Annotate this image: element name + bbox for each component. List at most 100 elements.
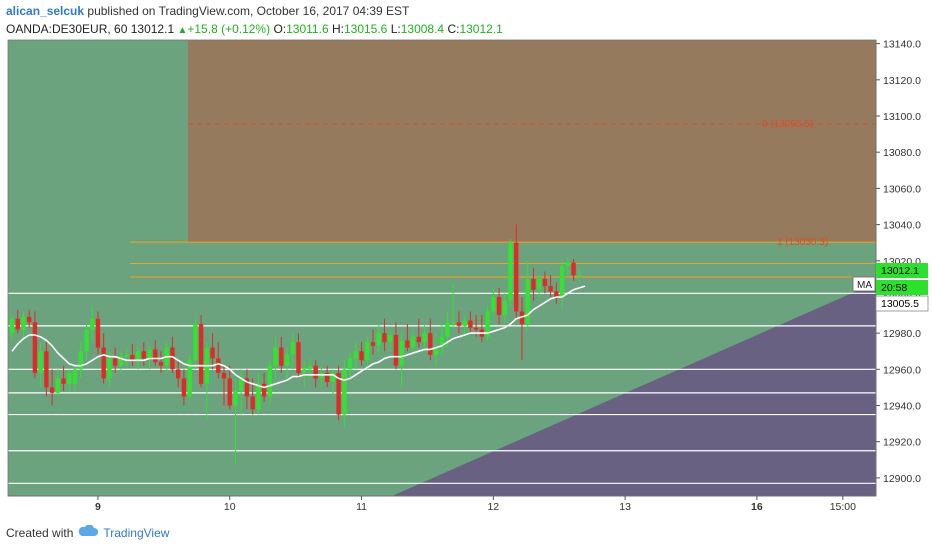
candle-body — [130, 354, 135, 361]
candle-body — [313, 365, 318, 379]
candle-body — [49, 387, 55, 393]
y-tick-label: 12900.0 — [883, 473, 921, 485]
candle-body — [101, 347, 106, 379]
x-tick-label: 11 — [356, 501, 367, 513]
open-value: 13011.6 — [286, 22, 329, 36]
candle-body — [302, 369, 307, 373]
candle-body — [468, 320, 473, 328]
candle-body — [273, 347, 278, 366]
candle-body — [267, 365, 273, 397]
candle-body — [107, 358, 112, 379]
candle-body — [485, 311, 490, 337]
candle-body — [210, 347, 215, 359]
candle-body — [90, 318, 95, 330]
candle-body — [124, 354, 129, 357]
candle-body — [445, 322, 450, 337]
candle-body — [256, 383, 261, 410]
candle-body — [536, 278, 542, 290]
candle-body — [26, 316, 32, 323]
tradingview-brand-link[interactable]: TradingView — [103, 525, 170, 540]
candle-body — [519, 311, 525, 325]
price-label-box — [875, 295, 929, 312]
candle-body — [141, 351, 146, 359]
up-triangle-icon: ▲ — [177, 25, 188, 36]
candle-body — [433, 347, 439, 355]
candle-body — [284, 354, 290, 366]
candle-body — [319, 372, 324, 379]
candle-body — [72, 369, 78, 384]
publish-info: alican_selcuk published on TradingView.c… — [6, 4, 409, 18]
candle-body — [451, 322, 456, 324]
close-value: 13012.1 — [459, 22, 503, 36]
candle-body — [342, 369, 347, 415]
candle-body — [112, 358, 118, 366]
x-tick-label: 13 — [619, 501, 631, 513]
candle-body — [347, 358, 353, 370]
close-label: C: — [447, 22, 460, 36]
price-change: +15.8 (+0.12%) — [187, 22, 271, 36]
price-label: 13005.5 — [881, 298, 919, 310]
candle-body — [175, 369, 181, 379]
candle-body — [502, 300, 507, 316]
candle-body — [44, 351, 49, 388]
candle-body — [38, 351, 43, 373]
high-value: 13015.6 — [343, 22, 388, 36]
y-tick-label: 13140.0 — [883, 39, 921, 51]
y-tick-label: 12960.0 — [883, 364, 921, 376]
x-tick-label: 9 — [95, 501, 101, 513]
candle-body — [399, 340, 404, 366]
candle-body — [370, 342, 376, 346]
candle-body — [244, 378, 250, 397]
candle-body — [456, 322, 462, 326]
candle-body — [61, 378, 66, 384]
author-link[interactable]: alican_selcuk — [6, 4, 85, 18]
candle-body — [233, 391, 238, 406]
candle-body — [118, 356, 124, 366]
candle-body — [496, 296, 502, 316]
candle-body — [170, 347, 175, 370]
candle-body — [491, 296, 496, 312]
candle-body — [15, 318, 20, 330]
candle-body — [439, 336, 444, 348]
candle-body — [405, 340, 410, 348]
candle-body — [353, 351, 358, 359]
candle-body — [336, 372, 341, 415]
candle-body — [158, 362, 164, 366]
price-label-box — [876, 263, 928, 278]
candle-body — [67, 372, 72, 384]
candle-body — [32, 322, 38, 373]
candle-body — [382, 333, 387, 343]
candle-body — [147, 349, 152, 359]
candle-body — [422, 333, 427, 343]
candle-body — [548, 286, 553, 292]
ma-tag-box[interactable] — [852, 276, 876, 292]
candle-body — [359, 351, 364, 361]
candle-body — [428, 333, 433, 355]
candle-body — [542, 278, 548, 287]
candle-body — [307, 365, 313, 370]
candle-body — [9, 318, 15, 334]
candle-body — [221, 372, 227, 379]
y-tick-label: 12980.0 — [883, 328, 921, 340]
ohlc-bar: OANDA:DE30EUR, 60 13012.1 ▲+15.8 (+0.12%… — [6, 22, 503, 36]
candle-body — [324, 372, 330, 382]
candle-body — [416, 336, 422, 343]
published-text: published on TradingView.com, October 16… — [87, 4, 410, 18]
price-label: 13012.1 — [881, 265, 919, 277]
candle-body — [84, 329, 89, 352]
candle-body — [135, 351, 141, 361]
candle-body — [21, 316, 26, 330]
candle-body — [261, 383, 267, 397]
ma-tag-label: MA — [857, 280, 872, 291]
low-value: 13008.4 — [400, 22, 445, 36]
candle-body — [410, 336, 416, 348]
ma-line — [11, 285, 586, 389]
candle-body — [239, 378, 244, 392]
candle-body — [514, 242, 519, 312]
y-tick-label: 13040.0 — [883, 220, 921, 232]
y-tick-label: 13080.0 — [883, 147, 921, 159]
tradingview-cloud-icon — [77, 524, 99, 540]
candle-body — [227, 378, 232, 406]
last-price: 13012.1 — [130, 22, 175, 36]
